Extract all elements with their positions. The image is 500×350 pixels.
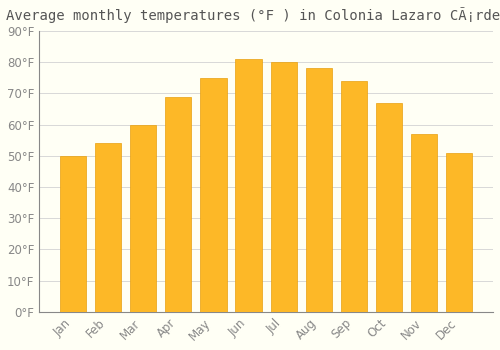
Bar (200, 78, 226, 312)
Bar (60, 156, 86, 312)
Bar (95, 143, 122, 312)
Bar (236, 59, 262, 312)
Bar (270, 62, 297, 312)
Bar (165, 97, 192, 312)
Bar (446, 153, 472, 312)
Bar (411, 134, 438, 312)
Bar (376, 103, 402, 312)
Title: Average monthly temperatures (°F ) in Colonia Lazaro CÃ¡rdenas: Average monthly temperatures (°F ) in Co… (6, 7, 500, 23)
Bar (340, 81, 367, 312)
Bar (130, 125, 156, 312)
Bar (306, 69, 332, 312)
